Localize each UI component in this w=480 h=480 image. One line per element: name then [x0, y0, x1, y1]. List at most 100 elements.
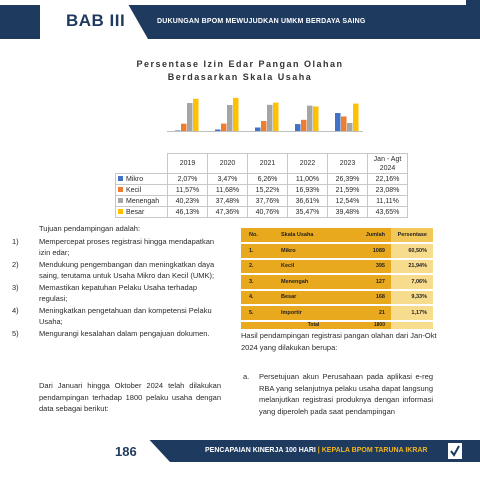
chart-data-label: 11,57%: [167, 184, 208, 196]
goal-number: 2): [12, 260, 19, 269]
chart-data-label: 46,13%: [167, 206, 208, 218]
bar-besar-2019: [193, 98, 199, 132]
bar-menengah-2021: [267, 104, 273, 132]
footer-page-badge: [0, 440, 170, 462]
goal-number: 5): [12, 329, 19, 338]
legend-swatch: [118, 209, 123, 215]
row-no: 4.: [241, 290, 271, 304]
bar-besar-2021: [273, 102, 279, 132]
total-spacer: [241, 321, 271, 329]
chart-category-line: 2020: [219, 160, 236, 167]
table-row: 5. Importir 21 1,17%: [241, 306, 433, 320]
goal-text: Mendukung pengembangan dan meningkatkan …: [39, 260, 215, 280]
chart-data-label: 37,76%: [247, 195, 288, 207]
chapter-label: BAB III: [66, 11, 126, 30]
bar-menengah-2023: [347, 122, 353, 132]
chart-category-label: 2023: [327, 153, 368, 174]
row-count: 127: [349, 275, 391, 289]
bar-menengah-2022: [307, 105, 313, 132]
footer-caption-accent: KEPALA BPOM TARUNA IKRAR: [321, 447, 428, 454]
col-header-scale: Skala Usaha: [271, 228, 349, 242]
legend-label: Kecil: [126, 186, 142, 194]
chart-legend-entry: Mikro: [115, 173, 168, 185]
row-percent: 1,17%: [391, 306, 433, 320]
footer-caption-separator: |: [315, 447, 322, 454]
bar-kecil-2019: [181, 123, 187, 132]
chart-series-row: Menengah 40,23% 37,48% 37,76% 36,61% 12,54% 11…: [115, 195, 408, 207]
bar-menengah-2019: [187, 103, 193, 132]
mentoring-summary: Dari Januari hingga Oktober 2024 telah d…: [39, 381, 221, 413]
chart-category-line: 2022: [299, 160, 316, 167]
chart-legend-entry: Menengah: [115, 195, 168, 207]
total-value: 1800: [349, 321, 391, 329]
chart-category-line: 2023: [339, 160, 356, 167]
chart-title: Persentase Izin Edar Pangan Olahan Berda…: [110, 58, 370, 84]
chart-title-line2: Berdasarkan Skala Usaha: [167, 72, 313, 82]
bar-mikro-2022: [295, 124, 301, 132]
row-count: 395: [349, 259, 391, 273]
goals-intro: Tujuan pendampingan adalah:: [39, 224, 141, 233]
bar-kecil-2022: [301, 119, 307, 132]
chart-data-label: 39,48%: [327, 206, 368, 218]
chapter-badge: [40, 5, 148, 39]
total-label: Total: [271, 321, 349, 329]
bar-mikro-2021: [255, 127, 261, 132]
goal-text: Mengurangi kesalahan dalam pengajuan dok…: [39, 329, 210, 338]
col-header-no: No.: [241, 228, 271, 242]
chart-category-label: 2022: [287, 153, 328, 174]
page-number: 186: [115, 444, 137, 459]
row-no: 2.: [241, 259, 271, 273]
goal-text: Memastikan kepatuhan Pelaku Usaha terhad…: [39, 283, 198, 303]
result-item-text: Persetujuan akun Perusahaan pada aplikas…: [259, 372, 433, 416]
goal-text: Meningkatkan pengetahuan dan kompetensi …: [39, 306, 212, 326]
chart-data-label: 12,54%: [327, 195, 368, 207]
goal-item: 2) Mendukung pengembangan dan meningkatka…: [12, 259, 220, 281]
chart-data-label: 47,36%: [207, 206, 248, 218]
chart-series-row: Kecil 11,57% 11,68% 15,22% 16,93% 21,59% 23,08…: [115, 184, 408, 196]
chart-series-row: Besar 46,13% 47,36% 40,76% 35,47% 39,48% 43,65…: [115, 206, 408, 218]
chart-category-line: 2019: [179, 160, 196, 167]
legend-label: Mikro: [126, 175, 144, 183]
chart-category-label: 2019: [167, 153, 208, 174]
chart-data-label: 22,16%: [367, 173, 408, 185]
legend-swatch: [118, 176, 123, 182]
goal-item: 5) Mengurangi kesalahan dalam pengajuan d…: [12, 328, 220, 339]
chart-legend-entry: Kecil: [115, 184, 168, 196]
chart-data-table: 2019 2020 2021 2022 2023 Jan - Agt 2024 Mikro 2…: [115, 153, 408, 218]
chart-data-label: 40,76%: [247, 206, 288, 218]
chart-series-row: Mikro 2,07% 3,47% 6,26% 11,00% 26,39% 22,16%: [115, 173, 408, 185]
goal-item: 4) Meningkatkan pengetahuan dan kompetens…: [12, 305, 220, 327]
chart-category-line: 2024: [379, 164, 396, 172]
bar-mikro-2020: [215, 129, 221, 132]
bpom-logo-icon: [448, 443, 462, 459]
mentoring-table-header: No. Skala Usaha Jumlah Persentase: [241, 228, 433, 242]
legend-swatch: [118, 198, 123, 204]
total-percent-spacer: [391, 321, 433, 329]
chart-data-label: 11,68%: [207, 184, 248, 196]
chart-category-corner: [116, 154, 168, 174]
row-no: 1.: [241, 244, 271, 258]
row-scale: Menengah: [271, 275, 349, 289]
legend-label: Besar: [126, 208, 145, 216]
chart-data-label: 11,11%: [367, 195, 408, 207]
goal-text: Mempercepat proses registrasi hingga men…: [39, 237, 215, 257]
chart-category-label: 2021: [247, 153, 288, 174]
col-header-count: Jumlah: [349, 228, 391, 242]
header-title: DUKUNGAN BPOM MEWUJUDKAN UMKM BERDAYA SA…: [157, 18, 366, 25]
footer-caption-main: PENCAPAIAN KINERJA 100 HARI: [205, 447, 316, 454]
chart-category-line: Jan - Agt: [373, 155, 402, 163]
chart-data-label: 43,65%: [367, 206, 408, 218]
row-scale: Mikro: [271, 244, 349, 258]
chart-data-label: 21,59%: [327, 184, 368, 196]
row-count: 1089: [349, 244, 391, 258]
row-percent: 7,06%: [391, 275, 433, 289]
chart-data-label: 11,00%: [287, 173, 328, 185]
row-scale: Besar: [271, 290, 349, 304]
footer-caption: PENCAPAIAN KINERJA 100 HARI | KEPALA BPO…: [205, 447, 428, 454]
goal-item: 1) Mempercepat proses registrasi hingga m…: [12, 236, 220, 258]
chart-data-label: 23,08%: [367, 184, 408, 196]
row-scale: Kecil: [271, 259, 349, 273]
chart-category-label: 2020: [207, 153, 248, 174]
row-scale: Importir: [271, 306, 349, 320]
chart-legend-entry: Besar: [115, 206, 168, 218]
